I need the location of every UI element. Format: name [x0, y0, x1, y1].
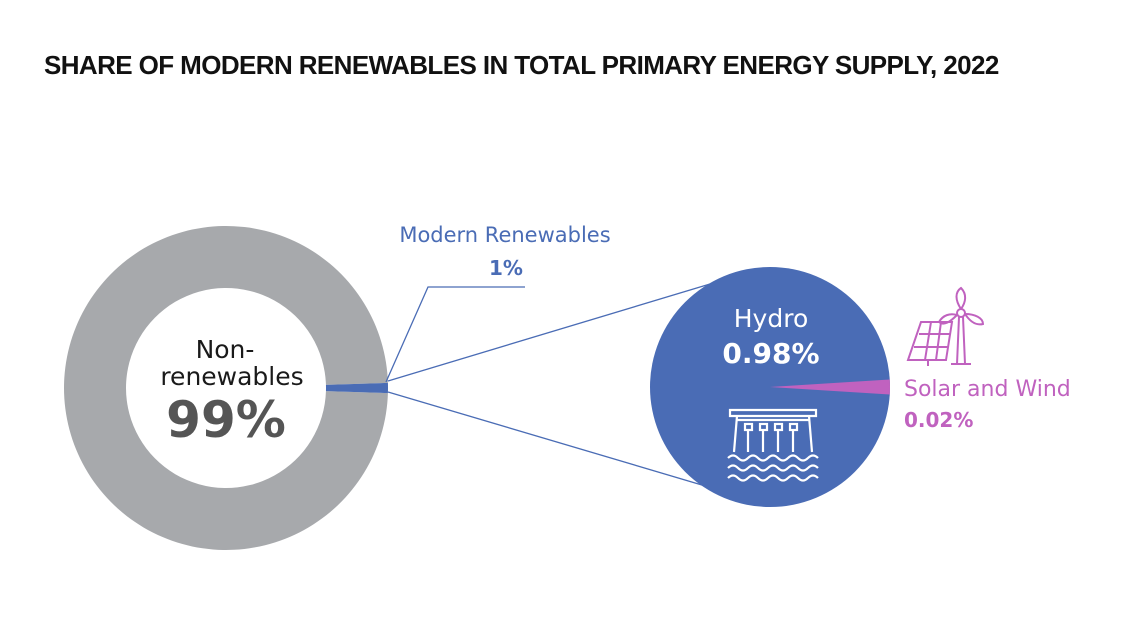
modern-renewables-callout: Modern Renewables 1% [385, 223, 611, 383]
modern-renewables-label: Modern Renewables [399, 223, 610, 247]
modern-renewables-value: 1% [489, 256, 523, 280]
slice-solar-and-wind [770, 379, 891, 395]
solar-wind-icon [906, 286, 985, 366]
solar-and-wind-label: Solar and Wind [904, 377, 1071, 402]
hydro-value: 0.98% [722, 337, 819, 370]
connector-line-top [387, 283, 711, 382]
callout-leader-line [385, 286, 525, 383]
breakdown-pie: Hydro 0.98% [650, 267, 891, 507]
donut-chart: Non- renewables 99% [64, 226, 389, 550]
solar-and-wind-value: 0.02% [904, 408, 973, 432]
slice-modern-renewables [325, 382, 389, 394]
slice-non-renewables [64, 226, 388, 550]
hydro-dam-icon [727, 408, 819, 482]
non-renewables-label-line2: renewables [160, 362, 303, 391]
non-renewables-label-line1: Non- [196, 335, 255, 364]
non-renewables-value: 99% [166, 391, 286, 449]
hydro-label: Hydro [734, 304, 809, 333]
chart-title: SHARE OF MODERN RENEWABLES IN TOTAL PRIM… [44, 50, 999, 80]
connector-line-bottom [387, 391, 713, 489]
solar-wind-callout: Solar and Wind 0.02% [904, 286, 1071, 432]
